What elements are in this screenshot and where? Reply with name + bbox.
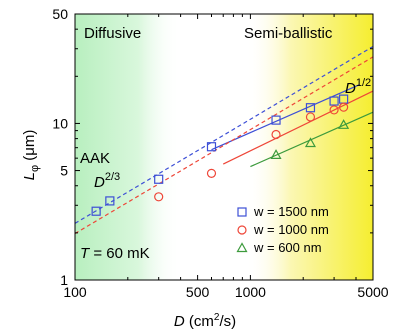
annotation-sqrt: D1/2 (345, 77, 371, 97)
annotation-sqrt-symbol: D (345, 80, 356, 97)
data-point-square (206, 142, 217, 152)
legend-marker-square (237, 207, 247, 217)
data-point-triangle (338, 119, 350, 129)
y-tick-label: 10 (52, 115, 68, 131)
data-point-square (91, 206, 101, 216)
x-axis-unit-close: /s) (219, 313, 236, 330)
data-point-circle (206, 168, 217, 178)
annotation-aak: AAK (80, 150, 110, 167)
data-point-square (154, 174, 164, 184)
fit-line-dashed (74, 56, 374, 235)
data-point-circle (154, 192, 164, 202)
data-points (91, 94, 350, 216)
legend-label: w = 1500 nm (253, 204, 329, 219)
legend-label: w = 600 nm (253, 240, 322, 255)
data-point-square (105, 196, 115, 206)
fit-line-solid (250, 111, 374, 168)
data-point-circle (305, 112, 316, 122)
annotation-temperature-value: = 60 mK (89, 245, 149, 262)
annotation-temperature: T = 60 mK (80, 245, 150, 262)
data-point-triangle (270, 149, 282, 159)
data-point-circle (271, 129, 281, 140)
annotation-temperature-symbol: T (80, 245, 91, 262)
data-point-square (271, 115, 281, 125)
legend: w = 1500 nm w = 1000 nm w = 600 nm (236, 204, 329, 255)
y-axis-subscript: φ (29, 165, 41, 172)
axis-ticks: 100 500 1000 5000 1 5 10 50 (52, 6, 388, 300)
legend-marker-triangle (236, 242, 248, 253)
data-point-square (305, 103, 316, 113)
data-point-square (329, 96, 339, 106)
y-axis-symbol: L (21, 172, 38, 180)
x-axis-title: D (cm2/s) (174, 312, 236, 330)
annotation-aak-power: D2/3 (94, 171, 120, 191)
x-axis-unit-open: (cm (185, 313, 214, 330)
data-point-circle (339, 102, 349, 112)
y-tick-label: 50 (52, 6, 68, 22)
x-axis-unit-exponent: 2 (214, 312, 220, 323)
x-axis-symbol: D (174, 313, 185, 330)
region-label-diffusive: Diffusive (84, 25, 141, 42)
x-tick-label: 100 (63, 284, 87, 300)
annotation-sqrt-exponent: 1/2 (356, 77, 371, 89)
data-point-circle (329, 105, 339, 115)
x-tick-label: 500 (186, 284, 210, 300)
plot-frame (74, 13, 374, 281)
y-tick-label: 1 (60, 272, 68, 288)
annotation-aak-symbol: D (94, 174, 105, 191)
data-point-triangle (304, 137, 316, 148)
region-diffusive (75, 14, 181, 280)
annotation-aak-exponent: 2/3 (105, 171, 120, 183)
x-tick-label: 1000 (235, 284, 266, 300)
fit-line-dashed (74, 45, 374, 224)
y-axis-unit: (μm) (21, 130, 38, 165)
region-label-semi-ballistic: Semi-ballistic (244, 25, 333, 42)
legend-label: w = 1000 nm (253, 222, 329, 237)
y-tick-label: 5 (60, 163, 68, 179)
fit-line-solid (211, 84, 360, 151)
x-tick-label: 5000 (357, 284, 388, 300)
y-axis-title: Lφ (μm) (21, 130, 41, 181)
legend-marker-circle (237, 225, 247, 235)
